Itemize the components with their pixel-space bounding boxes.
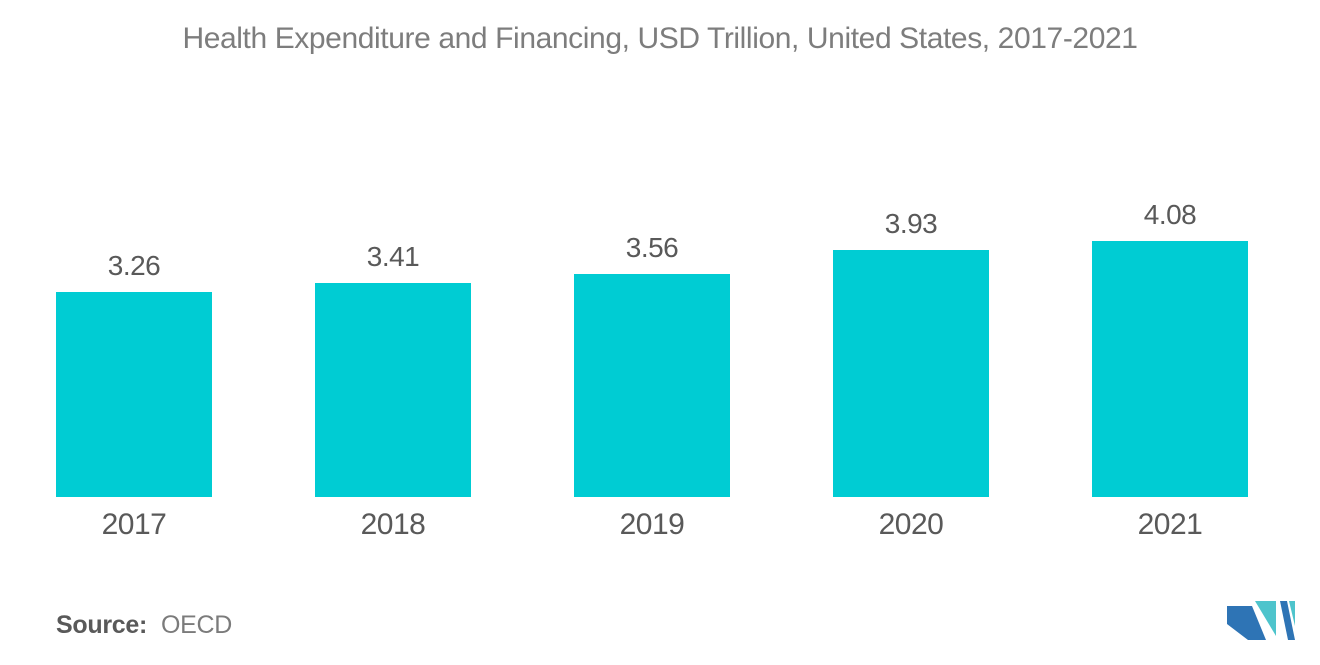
bar-value-label-2019: 3.56 <box>625 231 679 263</box>
x-axis-label-2021: 2021 <box>1137 508 1203 541</box>
bar-2019 <box>574 273 730 497</box>
chart-title: Health Expenditure and Financing, USD Tr… <box>182 22 1138 55</box>
source-row: Source: OECD <box>56 611 232 640</box>
source-label: Source: <box>56 611 147 639</box>
x-axis-label-2019: 2019 <box>619 508 685 541</box>
bar-value-label-2021: 4.08 <box>1143 199 1197 230</box>
mordor-intelligence-logo <box>1227 601 1295 640</box>
bar-group-2020: 3.93 2020 <box>833 208 989 541</box>
bar-group-2018: 3.41 2018 <box>315 241 471 541</box>
bar-group-2019: 3.56 2019 <box>574 232 730 541</box>
bar-value-label-2020: 3.93 <box>884 208 938 240</box>
bar-value-label-2017: 3.26 <box>107 250 161 282</box>
bar-group-2021: 4.08 2021 <box>1092 199 1248 541</box>
bar-group-2017: 3.26 2017 <box>56 241 212 541</box>
bar-2017 <box>56 292 212 497</box>
bar-2021 <box>1092 241 1248 497</box>
bar-2018 <box>315 283 471 497</box>
bar-2020 <box>833 250 989 497</box>
x-axis-label-2018: 2018 <box>360 508 426 541</box>
x-axis-label-2017: 2017 <box>101 508 167 541</box>
source-value: OECD <box>160 611 233 639</box>
bar-value-label-2018: 3.41 <box>366 241 420 273</box>
x-axis-label-2020: 2020 <box>878 508 944 541</box>
plot-area: 3.26 2017 3.41 2018 3.56 2019 3.93 2020 4.08 2021 <box>56 199 1248 541</box>
